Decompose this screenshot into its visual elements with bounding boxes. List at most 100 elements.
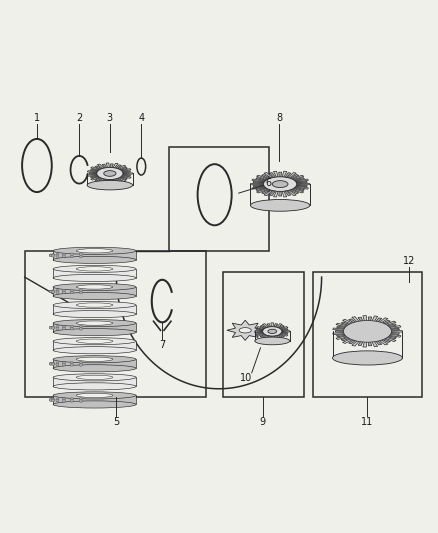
Ellipse shape (70, 400, 73, 402)
Ellipse shape (53, 401, 136, 408)
Ellipse shape (264, 177, 297, 191)
Polygon shape (285, 191, 291, 196)
Text: 11: 11 (361, 417, 374, 427)
Polygon shape (261, 189, 270, 193)
Polygon shape (257, 333, 265, 336)
Polygon shape (257, 332, 263, 334)
Polygon shape (385, 326, 401, 329)
Ellipse shape (52, 254, 55, 256)
Ellipse shape (79, 400, 82, 402)
Ellipse shape (49, 399, 52, 401)
Polygon shape (123, 173, 133, 174)
Polygon shape (271, 336, 274, 340)
Polygon shape (279, 191, 282, 196)
Ellipse shape (62, 291, 65, 294)
Ellipse shape (53, 346, 136, 354)
Polygon shape (363, 340, 367, 347)
Polygon shape (343, 337, 356, 343)
Polygon shape (116, 165, 121, 168)
Ellipse shape (53, 365, 136, 372)
Polygon shape (282, 330, 290, 332)
Ellipse shape (70, 291, 73, 294)
Polygon shape (88, 174, 97, 176)
Ellipse shape (53, 284, 136, 290)
Polygon shape (106, 163, 110, 167)
Polygon shape (123, 171, 131, 173)
Bar (53, 359, 136, 368)
Bar (53, 305, 136, 314)
Ellipse shape (49, 326, 52, 329)
Ellipse shape (62, 255, 65, 257)
Ellipse shape (53, 392, 136, 399)
Polygon shape (381, 336, 396, 342)
Bar (53, 269, 136, 278)
Ellipse shape (79, 364, 82, 366)
Polygon shape (288, 190, 296, 196)
Ellipse shape (53, 265, 136, 272)
Polygon shape (110, 164, 113, 167)
Ellipse shape (62, 326, 65, 328)
Polygon shape (280, 333, 288, 336)
Ellipse shape (49, 254, 52, 257)
Polygon shape (260, 326, 266, 328)
Text: 4: 4 (138, 112, 145, 123)
Polygon shape (341, 336, 353, 341)
Ellipse shape (76, 266, 113, 271)
Polygon shape (260, 334, 266, 337)
Polygon shape (292, 175, 304, 180)
Polygon shape (106, 180, 110, 184)
Polygon shape (113, 179, 118, 184)
Ellipse shape (79, 398, 82, 400)
Polygon shape (343, 319, 356, 326)
Ellipse shape (56, 362, 59, 365)
Polygon shape (385, 328, 399, 330)
Ellipse shape (76, 303, 113, 307)
Text: 1: 1 (34, 112, 40, 123)
Polygon shape (296, 181, 307, 183)
Polygon shape (110, 180, 113, 183)
Polygon shape (257, 329, 263, 330)
Polygon shape (295, 186, 308, 189)
Polygon shape (290, 174, 299, 179)
Ellipse shape (53, 302, 136, 309)
Ellipse shape (53, 374, 136, 381)
Ellipse shape (62, 361, 65, 364)
Ellipse shape (56, 363, 59, 366)
Ellipse shape (79, 253, 82, 255)
Ellipse shape (49, 399, 52, 401)
Bar (169, 147, 269, 251)
Ellipse shape (52, 290, 55, 293)
Polygon shape (274, 324, 278, 327)
Polygon shape (379, 337, 390, 343)
Text: 5: 5 (113, 417, 120, 427)
Polygon shape (371, 340, 378, 347)
Ellipse shape (52, 362, 55, 365)
Polygon shape (349, 319, 358, 325)
Bar (53, 377, 136, 386)
Polygon shape (271, 323, 274, 327)
Ellipse shape (76, 321, 113, 325)
Polygon shape (336, 323, 352, 328)
Ellipse shape (104, 171, 116, 176)
Polygon shape (279, 326, 285, 328)
Ellipse shape (53, 311, 136, 318)
Polygon shape (121, 168, 131, 171)
Polygon shape (288, 173, 296, 178)
Polygon shape (261, 174, 270, 179)
Ellipse shape (49, 362, 52, 365)
Ellipse shape (53, 356, 136, 363)
Polygon shape (282, 171, 287, 177)
Ellipse shape (70, 398, 73, 400)
Polygon shape (91, 177, 100, 180)
Ellipse shape (268, 329, 277, 334)
Ellipse shape (76, 339, 113, 343)
Polygon shape (385, 334, 401, 337)
Ellipse shape (70, 364, 73, 366)
Polygon shape (256, 175, 268, 180)
Polygon shape (341, 322, 353, 327)
Polygon shape (386, 330, 403, 332)
Ellipse shape (79, 292, 82, 294)
Ellipse shape (70, 255, 73, 258)
Ellipse shape (56, 327, 59, 329)
Ellipse shape (349, 323, 386, 340)
